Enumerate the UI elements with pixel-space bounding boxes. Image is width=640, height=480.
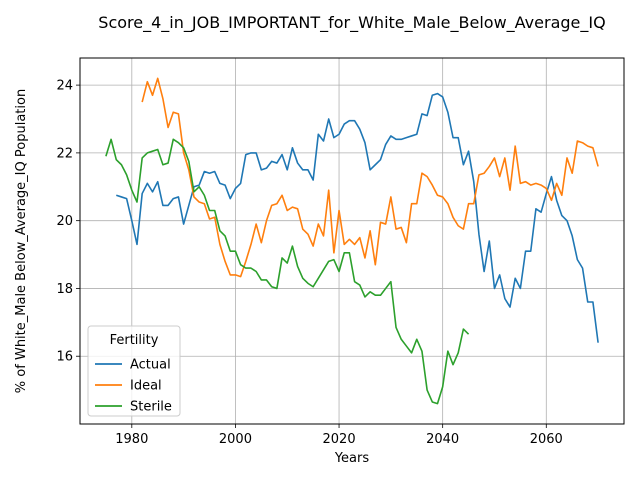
y-tick-label: 16 [56,350,73,365]
y-tick-label: 22 [56,146,73,161]
series-line-sterile [105,138,470,405]
y-axis-ticks: 16 18 20 22 24 [56,79,80,365]
y-tick-label: 20 [56,214,73,229]
x-tick-label: 2040 [426,432,459,447]
x-tick-label: 2060 [530,432,563,447]
x-tick-label: 1980 [115,432,148,447]
x-tick-label: 2000 [219,432,252,447]
legend-box [87,325,181,417]
y-tick-label: 18 [56,282,73,297]
series-line-actual [116,92,599,343]
legend-label-actual: Actual [130,358,171,373]
y-axis-label: % of White_Male Below_Average_IQ Populat… [14,89,29,393]
series-lines [105,77,599,405]
x-axis-ticks: 1980 2000 2020 2040 2060 [115,424,563,447]
y-tick-label: 24 [56,79,73,94]
series-line-ideal [141,77,599,278]
legend: Fertility Actual Ideal Sterile [87,325,181,417]
plot-frame [79,57,625,425]
x-tick-label: 2020 [323,432,356,447]
legend-label-ideal: Ideal [130,379,162,394]
x-axis-label: Years [334,451,370,466]
legend-label-sterile: Sterile [130,400,172,415]
legend-title: Fertility [110,333,159,348]
chart-title: Score_4_in_JOB_IMPORTANT_for_White_Male_… [98,13,605,33]
